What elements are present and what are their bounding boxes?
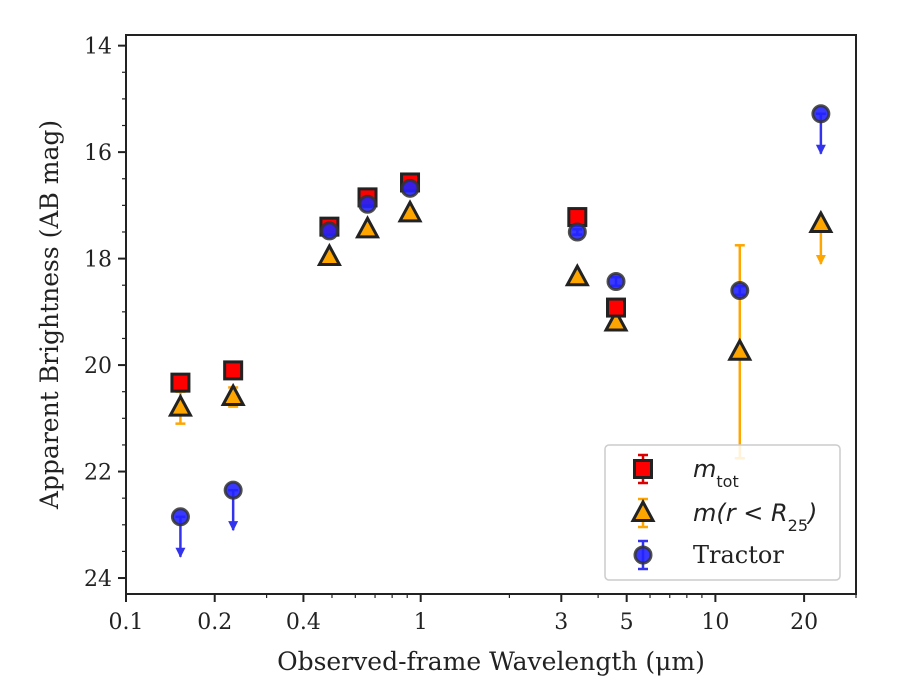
tractor-point xyxy=(400,178,420,198)
tractor-limit-arrowhead xyxy=(815,144,826,155)
tractor-point xyxy=(319,221,339,241)
tractor-point xyxy=(358,194,378,214)
y-tick-label: 16 xyxy=(84,141,112,166)
x-tick-label: 0.1 xyxy=(109,610,144,635)
tractor-point xyxy=(567,222,587,242)
legend-box xyxy=(604,444,841,581)
y-tick-label: 20 xyxy=(84,354,112,379)
tractor-point xyxy=(606,271,626,291)
tractor-point xyxy=(730,281,750,301)
m-tot-point xyxy=(223,360,244,381)
y-tick-label: 18 xyxy=(84,248,112,273)
y-tick-label: 14 xyxy=(84,35,112,60)
markers-layer xyxy=(167,104,834,527)
legend: mtot m(r < R25) Tractor xyxy=(604,444,841,581)
legend-marker xyxy=(633,545,653,565)
plot-frame xyxy=(125,34,857,595)
y-tick-label: 24 xyxy=(84,567,112,592)
tractor-limit-arrowhead xyxy=(228,521,239,532)
tractor-point xyxy=(811,104,831,124)
tractor-point xyxy=(223,480,243,500)
m-r-r25-point xyxy=(220,382,246,407)
m-r-r25-point xyxy=(564,263,590,287)
y-axis-label: Apparent Brightness (AB mag) xyxy=(35,120,64,510)
tractor-limit-arrowhead xyxy=(175,547,186,558)
m-r-r25-point xyxy=(316,242,342,267)
x-tick-label: 10 xyxy=(701,610,729,635)
x-tick-label: 0.4 xyxy=(286,610,321,635)
legend-label: Tractor xyxy=(693,541,784,569)
x-axis-label: Observed-frame Wavelength (μm) xyxy=(277,647,705,676)
legend-marker xyxy=(630,498,656,522)
x-tick-label: 5 xyxy=(620,610,634,635)
m-r-r25-point xyxy=(397,199,423,223)
m-tot-point xyxy=(606,297,627,318)
m-r-r25-point xyxy=(167,393,193,417)
m-r-r25-point xyxy=(603,308,629,332)
m-tot-point xyxy=(170,372,191,393)
x-tick-label: 3 xyxy=(554,610,568,635)
x-tick-label: 0.2 xyxy=(197,610,232,635)
x-tick-label: 20 xyxy=(790,610,818,635)
m-r-r25-point xyxy=(808,209,834,233)
m-r-r25-point xyxy=(355,215,381,239)
legend-label: m(r < R25) xyxy=(693,499,817,535)
m-r-r25-limit-arrowhead xyxy=(815,254,826,265)
tractor-point xyxy=(170,507,190,527)
legend-marker xyxy=(633,459,653,479)
x-tick-label: 1 xyxy=(414,610,428,635)
ticks-layer: 14 16 18 20 22 24 0.1 0.2 0.4 1 3 5 10 20 xyxy=(84,35,857,635)
m-r-r25-point xyxy=(727,337,753,361)
legend-label: mtot xyxy=(693,455,739,491)
y-tick-label: 22 xyxy=(84,461,112,486)
